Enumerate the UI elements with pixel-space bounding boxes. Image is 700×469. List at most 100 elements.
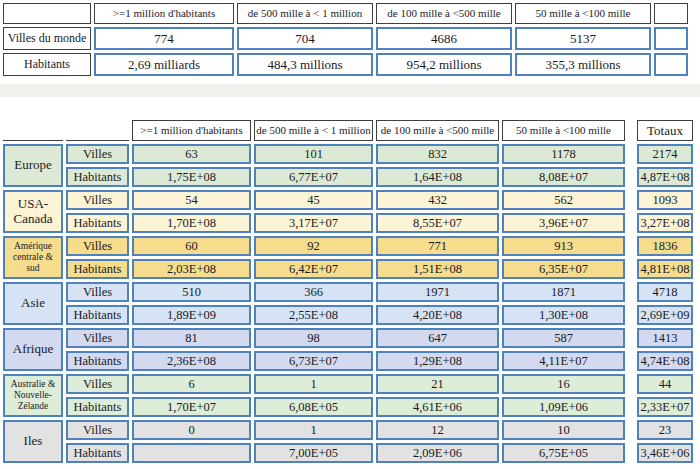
bottom-blank-header-cell (3, 120, 63, 141)
villes-value-cell: 6 (132, 374, 251, 394)
villes-value-cell: 92 (254, 236, 373, 256)
top-col-header: 50 mille à <100 mille (515, 3, 651, 24)
total-cell: 1093 (637, 190, 693, 210)
villes-value-cell: 63 (132, 144, 251, 164)
regions-breakdown-table: >=1 million d'habitants de 500 mille à <… (0, 117, 696, 466)
region-cell: Europe (3, 144, 63, 187)
region-cell: Afrique (3, 328, 63, 371)
habitants-value-cell: 3,17E+07 (254, 213, 373, 233)
column-spacer (628, 120, 634, 141)
habitants-value-cell: 3,96E+07 (502, 213, 625, 233)
total-cell: 3,27E+08 (637, 213, 693, 233)
villes-value-cell: 81 (132, 328, 251, 348)
row-label-cell: Habitants (66, 305, 129, 325)
row-label-cell: Villes (66, 374, 129, 394)
villes-monde-value-cell: 704 (237, 27, 373, 50)
column-spacer (628, 328, 634, 348)
row-label-cell: Villes (66, 282, 129, 302)
total-cell: 1836 (637, 236, 693, 256)
habitants-value-cell: 6,42E+07 (254, 259, 373, 279)
habitants-monde-value-cell: 2,69 milliards (94, 53, 234, 76)
top-row-label: Villes du monde (3, 27, 91, 50)
bottom-col-header: de 100 mille à <500 mille (376, 120, 499, 141)
column-spacer (628, 213, 634, 233)
total-cell: 2174 (637, 144, 693, 164)
row-label-cell: Villes (66, 144, 129, 164)
villes-value-cell: 101 (254, 144, 373, 164)
habitants-value-cell: 6,75E+05 (502, 443, 625, 463)
column-spacer (628, 397, 634, 417)
villes-monde-value-cell: 5137 (515, 27, 651, 50)
habitants-value-cell: 1,70E+08 (132, 213, 251, 233)
column-spacer (628, 236, 634, 256)
habitants-value-cell: 1,30E+08 (502, 305, 625, 325)
habitants-value-cell: 6,77E+07 (254, 167, 373, 187)
villes-value-cell: 16 (502, 374, 625, 394)
bottom-col-header: de 500 mille à < 1 million (254, 120, 373, 141)
total-cell: 4,74E+08 (637, 351, 693, 371)
habitants-value-cell: 8,08E+07 (502, 167, 625, 187)
totaux-col-header: Totaux (637, 120, 693, 141)
villes-value-cell: 647 (376, 328, 499, 348)
villes-value-cell: 1 (254, 374, 373, 394)
top-col-header: >=1 million d'habitants (94, 3, 234, 24)
villes-value-cell: 10 (502, 420, 625, 440)
habitants-monde-value-cell: 484,3 millions (237, 53, 373, 76)
bottom-col-header: 50 mille à <100 mille (502, 120, 625, 141)
row-label-cell: Villes (66, 328, 129, 348)
villes-value-cell: 587 (502, 328, 625, 348)
top-empty-col-header (654, 3, 688, 24)
villes-value-cell: 366 (254, 282, 373, 302)
total-cell: 44 (637, 374, 693, 394)
region-cell: Iles (3, 420, 63, 463)
region-cell: USA-Canada (3, 190, 63, 233)
column-spacer (628, 259, 634, 279)
column-spacer (628, 420, 634, 440)
total-cell: 1413 (637, 328, 693, 348)
villes-value-cell: 562 (502, 190, 625, 210)
villes-value-cell: 0 (132, 420, 251, 440)
villes-monde-value-cell: 4686 (376, 27, 512, 50)
habitants-value-cell: 6,35E+07 (502, 259, 625, 279)
top-empty-value-cell (654, 53, 688, 76)
habitants-value-cell: 1,09E+06 (502, 397, 625, 417)
villes-value-cell: 832 (376, 144, 499, 164)
habitants-value-cell: 2,36E+08 (132, 351, 251, 371)
habitants-value-cell: 1,75E+08 (132, 167, 251, 187)
region-cell: Asie (3, 282, 63, 325)
row-label-cell: Villes (66, 190, 129, 210)
villes-value-cell: 1971 (376, 282, 499, 302)
habitants-value-cell: 1,89E+09 (132, 305, 251, 325)
total-cell: 2,69E+09 (637, 305, 693, 325)
villes-value-cell: 913 (502, 236, 625, 256)
villes-value-cell: 54 (132, 190, 251, 210)
villes-value-cell: 21 (376, 374, 499, 394)
habitants-monde-value-cell: 355,3 millions (515, 53, 651, 76)
column-spacer (628, 305, 634, 325)
habitants-value-cell: 6,73E+07 (254, 351, 373, 371)
habitants-value-cell: 8,55E+07 (376, 213, 499, 233)
column-spacer (628, 351, 634, 371)
villes-value-cell: 12 (376, 420, 499, 440)
column-spacer (628, 374, 634, 394)
habitants-value-cell: 2,09E+06 (376, 443, 499, 463)
habitants-value-cell: 6,08E+05 (254, 397, 373, 417)
habitants-value-cell: 4,61E+06 (376, 397, 499, 417)
habitants-value-cell: 1,51E+08 (376, 259, 499, 279)
villes-value-cell: 60 (132, 236, 251, 256)
total-cell: 4,87E+08 (637, 167, 693, 187)
total-cell: 4718 (637, 282, 693, 302)
column-spacer (628, 144, 634, 164)
habitants-value-cell: 2,55E+08 (254, 305, 373, 325)
total-cell: 2,33E+07 (637, 397, 693, 417)
row-label-cell: Villes (66, 236, 129, 256)
top-row-label: Habitants (3, 53, 91, 76)
top-corner-empty-cell (3, 3, 91, 24)
row-label-cell: Habitants (66, 397, 129, 417)
habitants-value-cell: 4,20E+08 (376, 305, 499, 325)
row-label-cell: Habitants (66, 351, 129, 371)
habitants-value-cell: 2,03E+08 (132, 259, 251, 279)
total-cell: 4,81E+08 (637, 259, 693, 279)
row-label-cell: Villes (66, 420, 129, 440)
villes-value-cell: 510 (132, 282, 251, 302)
